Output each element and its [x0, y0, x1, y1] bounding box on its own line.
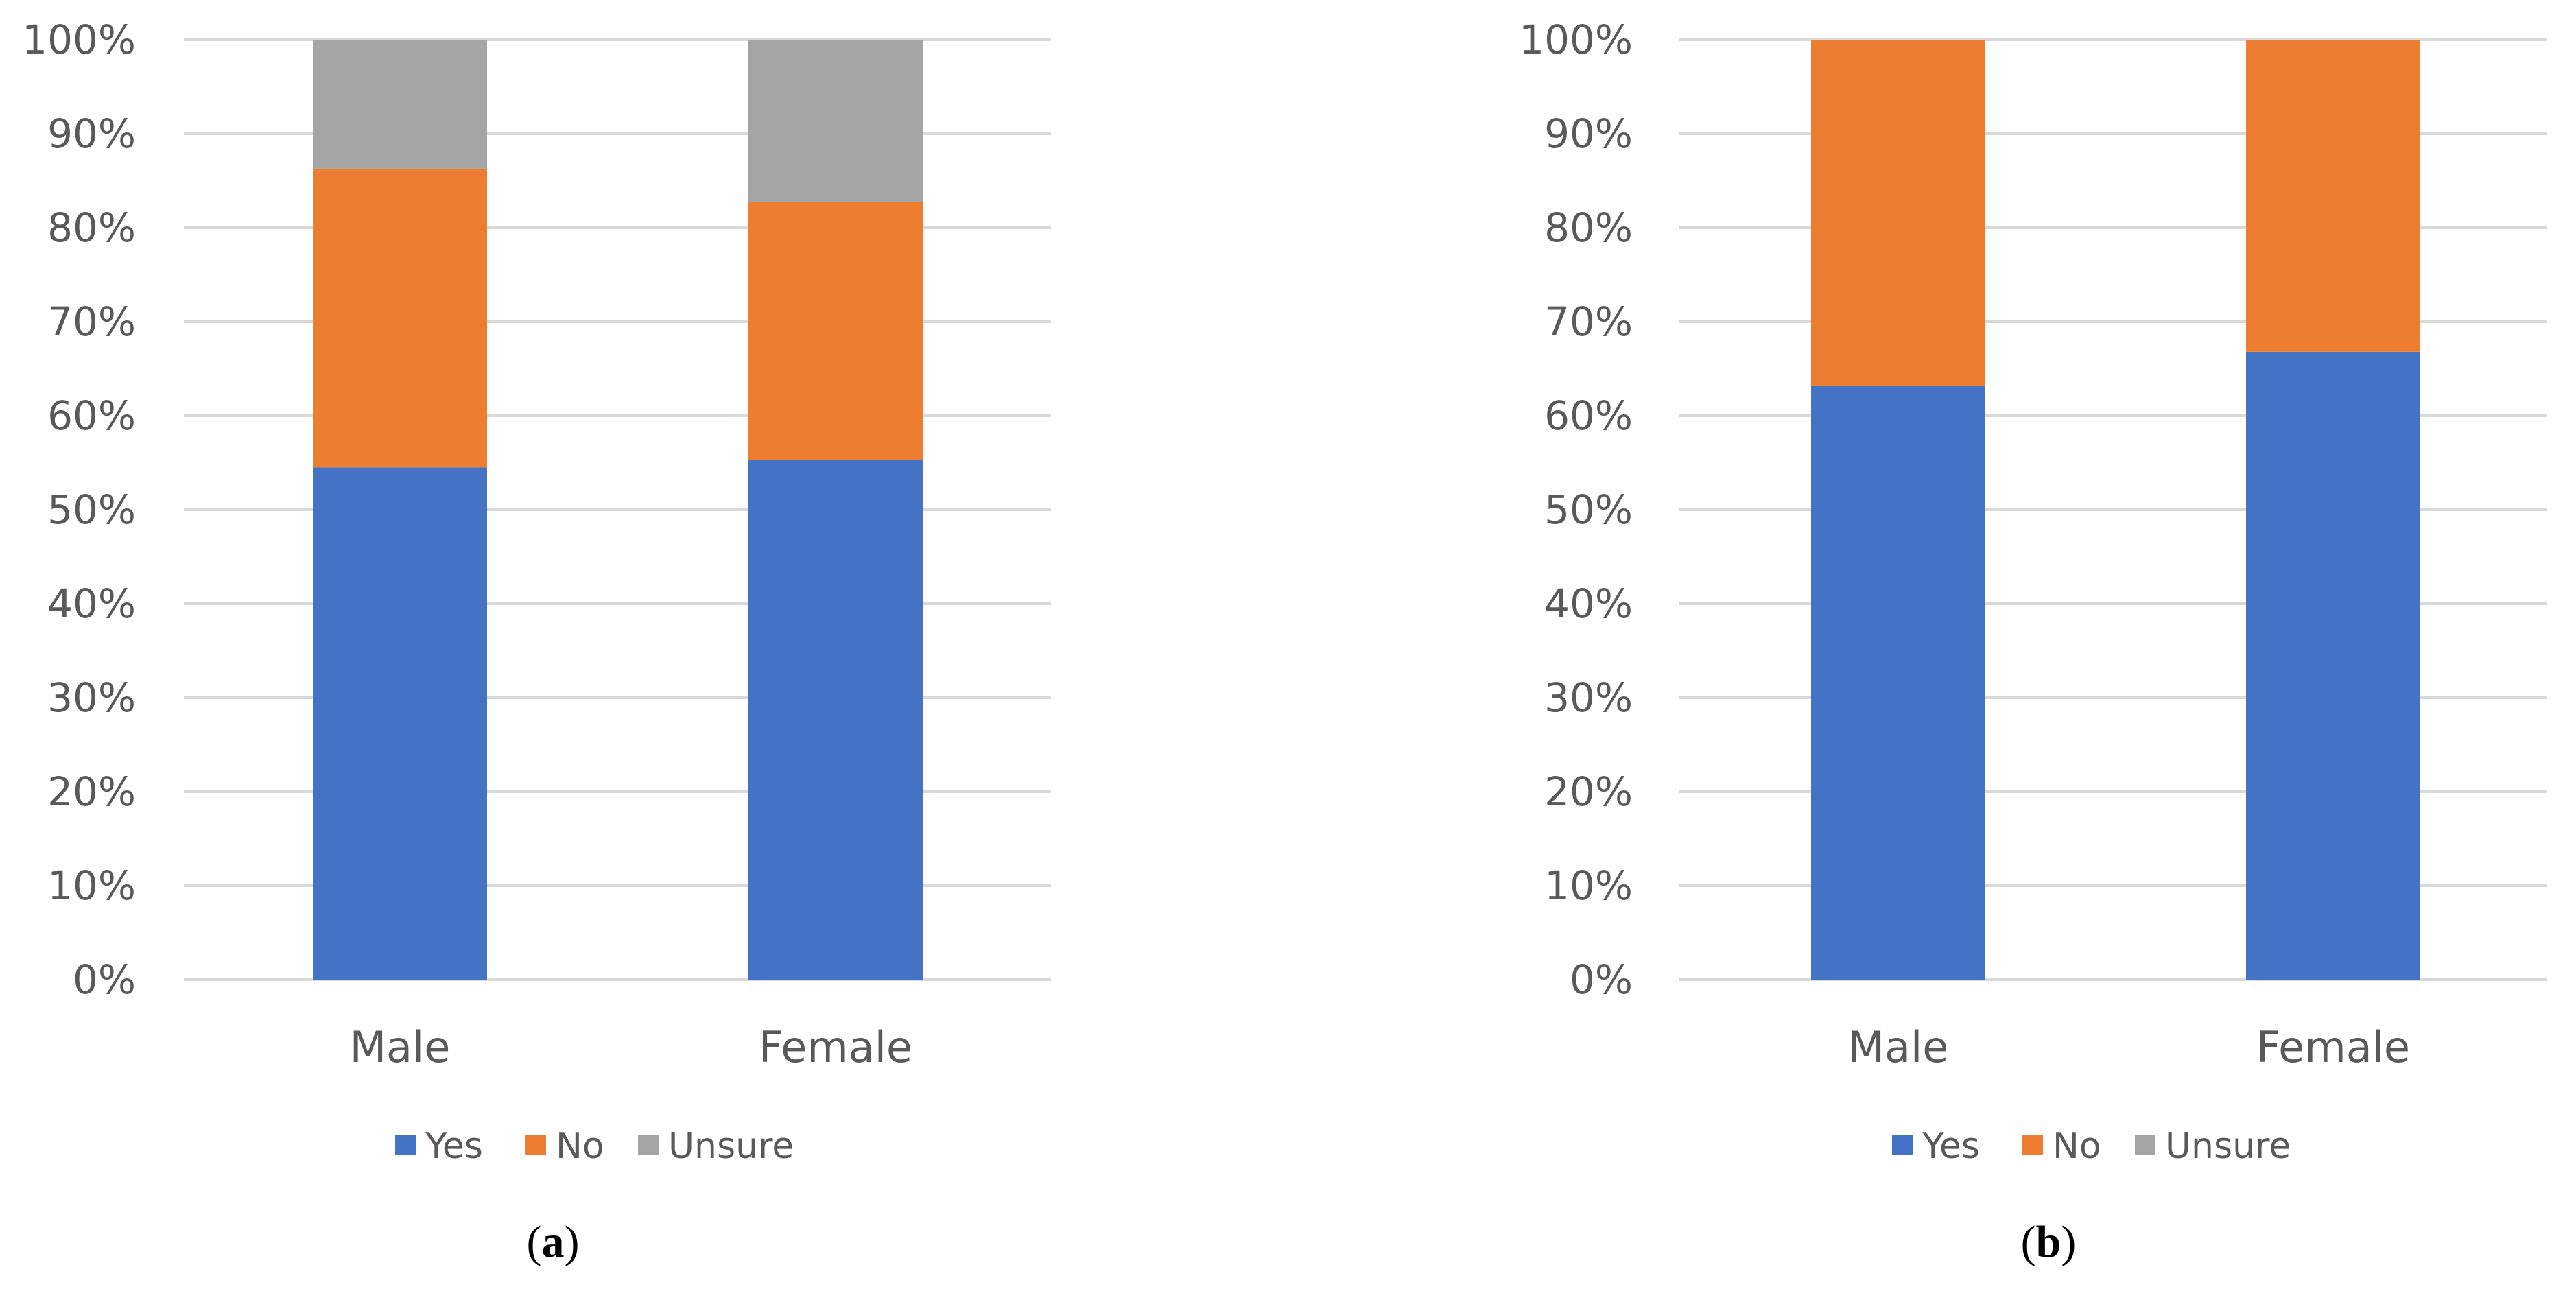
legend-swatch-no — [2022, 1135, 2043, 1155]
chart-panel-a: 0% 10% 20% 30% 40% 50% 60% 70% 80% 90% 100% Male Fem… — [22, 16, 1051, 1267]
x-category-label: Male — [1848, 1022, 1949, 1072]
legend-label-yes: Yes — [425, 1126, 483, 1167]
y-tick-label: 70% — [47, 298, 136, 345]
y-tick-label: 90% — [47, 110, 136, 157]
y-tick-label: 30% — [1544, 674, 1633, 721]
y-tick-label: 30% — [47, 674, 136, 721]
y-tick-label: 40% — [47, 580, 136, 627]
legend-label-no: No — [556, 1126, 604, 1167]
y-tick-label: 80% — [1544, 204, 1633, 251]
y-tick-label: 90% — [1544, 110, 1633, 157]
bar-segment-no-female — [2246, 40, 2420, 352]
legend-swatch-yes — [1892, 1135, 1913, 1155]
y-tick-label: 50% — [1544, 486, 1633, 533]
legend-swatch-unsure — [638, 1135, 659, 1155]
bar-segment-no-male — [313, 168, 487, 468]
legend-swatch-no — [525, 1135, 546, 1155]
chart-panel-b: 0% 10% 20% 30% 40% 50% 60% 70% 80% 90% 100% Male Fem… — [1519, 16, 2547, 1267]
x-category-label: Female — [759, 1022, 912, 1072]
bar-segment-no-female — [748, 202, 923, 460]
legend-label-no: No — [2053, 1126, 2101, 1167]
legend-swatch-yes — [395, 1135, 416, 1155]
y-tick-label: 20% — [47, 768, 136, 815]
legend-swatch-unsure — [2135, 1135, 2155, 1155]
y-tick-label: 0% — [1570, 956, 1633, 1003]
y-tick-label: 20% — [1544, 768, 1633, 815]
bar-segment-yes-male — [313, 467, 487, 980]
legend: Yes No Unsure — [1892, 1126, 2291, 1167]
y-tick-label: 0% — [73, 956, 136, 1003]
y-tick-label: 80% — [47, 204, 136, 251]
y-tick-label: 50% — [47, 486, 136, 533]
legend-label-yes: Yes — [1922, 1126, 1980, 1167]
legend-label-unsure: Unsure — [668, 1126, 794, 1167]
bar-segment-yes-female — [2246, 351, 2420, 980]
bar-segment-no-male — [1811, 40, 1985, 386]
y-tick-label: 40% — [1544, 580, 1633, 627]
bar-segment-unsure-female — [748, 40, 923, 203]
y-tick-label: 10% — [47, 862, 136, 909]
y-tick-label: 100% — [1519, 16, 1633, 63]
bar-segment-yes-male — [1811, 386, 1985, 980]
y-tick-label: 100% — [22, 16, 136, 63]
bar-segment-yes-female — [748, 460, 923, 980]
bar-segment-unsure-male — [313, 40, 487, 169]
y-tick-label: 60% — [47, 392, 136, 439]
y-tick-label: 60% — [1544, 392, 1633, 439]
y-tick-label: 70% — [1544, 298, 1633, 345]
x-category-label: Female — [2256, 1022, 2410, 1072]
x-category-label: Male — [350, 1022, 451, 1072]
legend-label-unsure: Unsure — [2165, 1126, 2291, 1167]
panel-label: (b) — [2021, 1217, 2077, 1267]
legend: Yes No Unsure — [395, 1126, 794, 1167]
panel-label: (a) — [527, 1217, 580, 1267]
y-tick-label: 10% — [1544, 862, 1633, 909]
